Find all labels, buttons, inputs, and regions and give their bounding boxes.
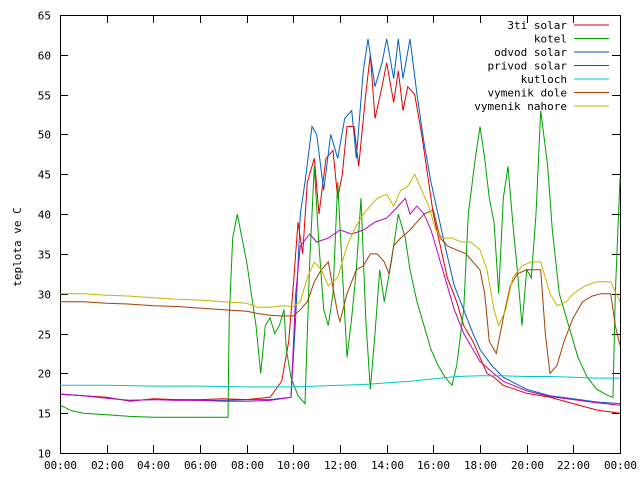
x-tick-label: 02:00	[91, 459, 124, 472]
legend-label: vymenik dole	[488, 87, 567, 100]
x-tick-label: 22:00	[557, 459, 590, 472]
legend-label: 3ti solar	[507, 19, 567, 32]
series-line-3ti-solar	[59, 54, 621, 414]
x-tick-label: 04:00	[137, 459, 170, 472]
series-line-odvod-solar	[59, 38, 621, 405]
x-tick-label: 06:00	[184, 459, 217, 472]
series-line-vymenik-nahore	[60, 173, 621, 328]
y-tick-label: 45	[38, 169, 51, 182]
y-ticks: 10 15 20 25 30 35 40 45 50 55 60 65	[38, 10, 620, 461]
y-tick-label: 60	[38, 50, 51, 63]
x-tick-label: 10:00	[277, 459, 310, 472]
legend-label: vymenik nahore	[474, 100, 567, 113]
x-tick-label: 20:00	[511, 459, 544, 472]
y-tick-label: 40	[38, 209, 51, 222]
series-line-vymenik-dole	[60, 209, 621, 375]
series-line-kotel	[59, 110, 621, 418]
y-axis-label: teplota ve C	[11, 207, 24, 286]
y-tick-label: 20	[38, 368, 51, 381]
x-tick-label: 16:00	[417, 459, 450, 472]
legend-label: kotel	[534, 33, 567, 46]
series-line-kutloch	[60, 375, 620, 388]
legend-label: privod solar	[488, 60, 568, 73]
y-tick-label: 10	[38, 448, 51, 461]
x-tick-label: 12:00	[324, 459, 357, 472]
x-tick-label: 00:00	[44, 459, 77, 472]
x-tick-label: 00:00	[604, 459, 637, 472]
legend-label: kutloch	[521, 73, 567, 86]
y-tick-label: 35	[38, 249, 51, 262]
y-tick-label: 25	[38, 329, 51, 342]
x-tick-label: 08:00	[231, 459, 264, 472]
y-tick-label: 15	[38, 408, 51, 421]
y-tick-label: 50	[38, 129, 51, 142]
x-tick-label: 18:00	[464, 459, 497, 472]
y-tick-label: 55	[38, 90, 51, 103]
series-lines	[59, 38, 621, 418]
y-tick-label: 30	[38, 289, 51, 302]
legend-label: odvod solar	[494, 46, 567, 59]
series-line-privod-solar	[59, 197, 621, 406]
y-tick-label: 65	[38, 10, 51, 23]
x-tick-label: 14:00	[371, 459, 404, 472]
x-ticks: 00:00 02:00 04:00 06:00 08:00 10:00 12:00 14:00…	[44, 15, 637, 472]
